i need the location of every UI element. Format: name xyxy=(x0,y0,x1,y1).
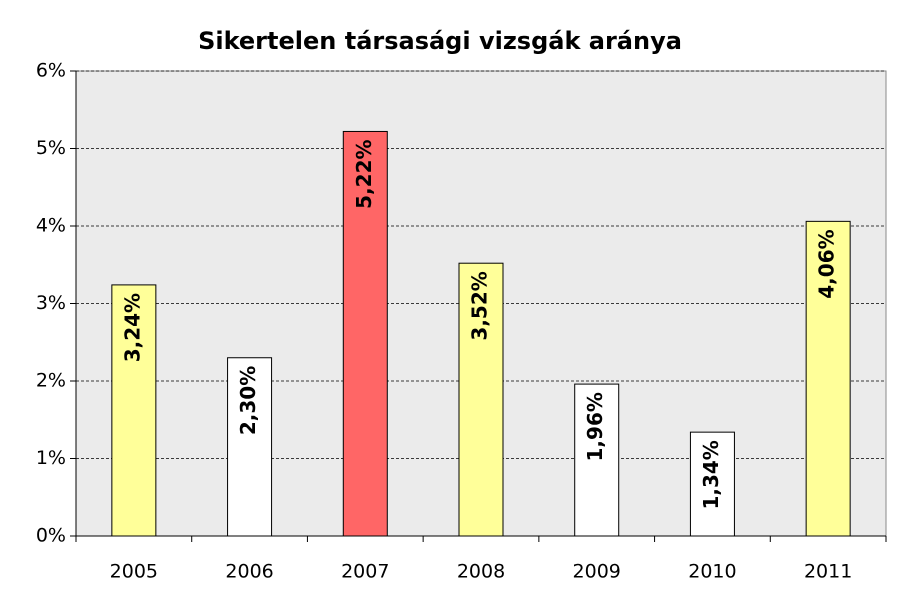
y-tick-label: 5% xyxy=(36,137,66,159)
y-tick-label: 4% xyxy=(36,215,66,237)
value-label: 3,24% xyxy=(120,293,144,362)
bar xyxy=(458,262,504,537)
value-label: 4,06% xyxy=(815,229,839,298)
y-tick-label: 6% xyxy=(36,60,66,82)
bar xyxy=(111,284,157,537)
bar xyxy=(227,357,273,537)
x-tick-label: 2011 xyxy=(804,561,852,583)
x-tick-label: 2010 xyxy=(688,561,736,583)
bar xyxy=(689,431,735,537)
value-label: 1,34% xyxy=(699,440,723,509)
value-label: 2,30% xyxy=(236,366,260,435)
y-tick-label: 0% xyxy=(36,525,66,547)
value-label: 3,52% xyxy=(468,271,492,340)
value-label: 1,96% xyxy=(583,392,607,461)
bar xyxy=(342,130,388,537)
x-tick-label: 2008 xyxy=(457,561,505,583)
y-tick-label: 2% xyxy=(36,370,66,392)
value-label: 5,22% xyxy=(352,139,376,208)
y-tick-label: 3% xyxy=(36,292,66,314)
x-tick-label: 2007 xyxy=(341,561,389,583)
x-tick-label: 2005 xyxy=(110,561,158,583)
bar xyxy=(805,220,851,537)
x-tick-label: 2006 xyxy=(225,561,273,583)
x-tick-label: 2009 xyxy=(573,561,621,583)
bar xyxy=(574,383,620,537)
chart-title: Sikertelen társasági vizsgák aránya xyxy=(198,27,682,55)
y-tick-label: 1% xyxy=(36,447,66,469)
